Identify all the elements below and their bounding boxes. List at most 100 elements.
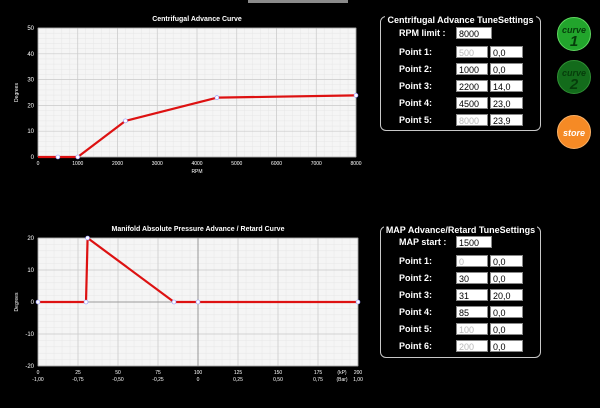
- y-tick-label: 10: [27, 129, 34, 135]
- data-point: [355, 299, 361, 305]
- x-tick-label: 75: [155, 370, 161, 376]
- x-tick-label: 50: [115, 370, 121, 376]
- map-point-1-degrees-input[interactable]: 0,0: [490, 255, 523, 267]
- data-point: [353, 93, 359, 98]
- map-point-4-row: Point 4: 85 0,0: [381, 306, 540, 320]
- centrifugal-point-2-degrees-input[interactable]: 0,0: [490, 63, 523, 75]
- x-axis-label-bar: (Bar): [336, 377, 347, 383]
- centrifugal-point-5-label: Point 5:: [399, 115, 432, 125]
- x-tick-label-bar: -0,75: [72, 377, 84, 383]
- y-tick-label: 50: [27, 26, 34, 32]
- map-point-3-kpa-input[interactable]: 31: [456, 289, 488, 301]
- y-axis-label: Degrees: [14, 292, 20, 311]
- plot-border: [37, 27, 357, 158]
- chart-title: Centrifugal Advance Curve: [152, 16, 242, 23]
- x-tick-label: 0: [37, 161, 40, 167]
- x-tick-label-bar: 0,25: [233, 377, 243, 383]
- rpm-limit-input[interactable]: 8000: [456, 27, 492, 39]
- x-tick-label: 25: [75, 370, 81, 376]
- rpm-limit-label: RPM limit :: [399, 28, 446, 38]
- map-point-5-row: Point 5: 100 0,0: [381, 323, 540, 337]
- map-point-4-degrees-input[interactable]: 0,0: [490, 306, 523, 318]
- curve-line: [38, 236, 358, 304]
- y-tick-label: 40: [27, 52, 34, 58]
- x-tick-label: 3000: [152, 161, 163, 167]
- window-title-bar-fragment: [248, 0, 348, 3]
- data-point: [171, 299, 177, 305]
- chart-title: Manifold Absolute Pressure Advance / Ret…: [112, 226, 285, 233]
- curve-1-text: curve: [561, 25, 587, 35]
- x-tick-label: 7000: [311, 161, 322, 167]
- curve-1-button[interactable]: curve 1: [557, 17, 591, 51]
- x-tick-label: 200: [354, 370, 363, 376]
- y-tick-label: 20: [27, 236, 34, 242]
- y-tick-label: 20: [27, 103, 34, 109]
- x-tick-label-bar: -1,00: [32, 377, 44, 383]
- rpm-limit-row: RPM limit : 8000: [381, 27, 540, 41]
- map-point-3-degrees-input[interactable]: 20,0: [490, 289, 523, 301]
- x-tick-label: 4000: [191, 161, 202, 167]
- x-tick-label-bar: 1,00: [353, 377, 363, 383]
- y-axis-label: Degrees: [14, 83, 20, 102]
- centrifugal-point-3-degrees-input[interactable]: 14,0: [490, 80, 523, 92]
- map-settings-panel: MAP Advance/Retard TuneSettings MAP star…: [380, 225, 541, 358]
- x-tick-label-bar: 0: [197, 377, 200, 383]
- data-point: [83, 299, 89, 305]
- data-point: [55, 154, 61, 160]
- centrifugal-point-5-degrees-input[interactable]: 23,9: [490, 114, 523, 126]
- data-point: [214, 95, 220, 100]
- map-point-2-label: Point 2:: [399, 273, 432, 283]
- map-advance-chart: Manifold Absolute Pressure Advance / Ret…: [0, 218, 370, 408]
- centrifugal-point-4-rpm-input[interactable]: 4500: [456, 97, 488, 109]
- y-tick-label: -20: [25, 364, 34, 370]
- x-tick-label: 100: [194, 370, 203, 376]
- map-point-2-kpa-input[interactable]: 30: [456, 272, 488, 284]
- map-start-row: MAP start : 1500: [381, 236, 540, 250]
- map-start-input[interactable]: 1500: [456, 236, 492, 248]
- map-point-1-row: Point 1: 0 0,0: [381, 255, 540, 269]
- centrifugal-point-4-label: Point 4:: [399, 98, 432, 108]
- data-point: [35, 299, 41, 305]
- centrifugal-point-2-rpm-input[interactable]: 1000: [456, 63, 488, 75]
- centrifugal-point-5-row: Point 5: 8000 23,9: [381, 114, 540, 128]
- x-tick-label: 6000: [271, 161, 282, 167]
- y-tick-label: 30: [27, 78, 34, 84]
- map-point-4-kpa-input[interactable]: 85: [456, 306, 488, 318]
- curve-line: [38, 94, 357, 159]
- centrifugal-point-4-degrees-input[interactable]: 23,0: [490, 97, 523, 109]
- centrifugal-point-3-row: Point 3: 2200 14,0: [381, 80, 540, 94]
- map-point-5-degrees-input[interactable]: 0,0: [490, 323, 523, 335]
- map-panel-title: MAP Advance/Retard TuneSettings: [383, 225, 538, 235]
- store-button-label: store: [562, 128, 585, 138]
- x-tick-label: 0: [37, 370, 40, 376]
- map-start-label: MAP start :: [399, 237, 447, 247]
- curve-2-number: 2: [569, 76, 579, 93]
- x-axis-label: RPM: [191, 169, 202, 175]
- centrifugal-point-2-label: Point 2:: [399, 64, 432, 74]
- x-tick-label-bar: 0,75: [313, 377, 323, 383]
- x-tick-label: 2000: [112, 161, 123, 167]
- x-tick-label: 175: [314, 370, 323, 376]
- centrifugal-settings-panel: Centrifugal Advance TuneSettings RPM lim…: [380, 15, 541, 131]
- centrifugal-point-1-degrees-input[interactable]: 0,0: [490, 46, 523, 58]
- curve-2-button[interactable]: curve 2: [557, 60, 591, 94]
- store-button[interactable]: store: [557, 115, 591, 149]
- curve-2-text: curve: [561, 68, 587, 78]
- map-point-6-row: Point 6: 200 0,0: [381, 340, 540, 354]
- x-axis-label-kpa: (kP): [337, 370, 347, 376]
- centrifugal-advance-chart: Centrifugal Advance Curve 0 1000 2000 3000 40…: [0, 10, 370, 200]
- data-point: [123, 118, 128, 124]
- centrifugal-point-1-rpm-input: 500: [456, 46, 488, 58]
- map-point-1-kpa-input: 0: [456, 255, 488, 267]
- curve-1-number: 1: [569, 33, 579, 50]
- map-point-2-degrees-input[interactable]: 0,0: [490, 272, 523, 284]
- x-tick-label: 5000: [231, 161, 242, 167]
- centrifugal-point-3-rpm-input[interactable]: 2200: [456, 80, 488, 92]
- map-point-4-label: Point 4:: [399, 307, 432, 317]
- centrifugal-point-4-row: Point 4: 4500 23,0: [381, 97, 540, 111]
- x-tick-label: 125: [234, 370, 243, 376]
- data-point: [195, 299, 201, 305]
- map-point-6-degrees-input[interactable]: 0,0: [490, 340, 523, 352]
- y-tick-label: 0: [31, 300, 35, 306]
- centrifugal-advance-chart-svg: Centrifugal Advance Curve 0 1000 2000 3000 40…: [14, 16, 362, 175]
